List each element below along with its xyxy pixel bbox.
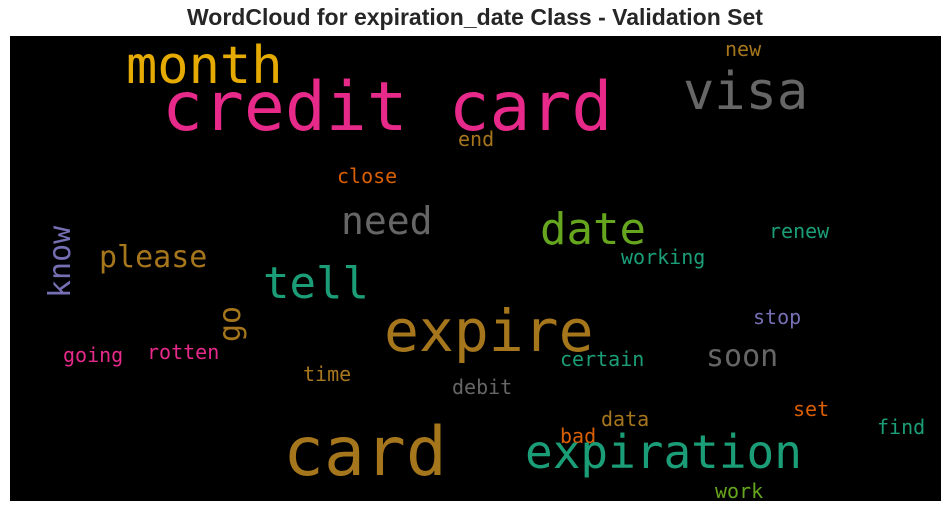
word-card: card [283, 413, 447, 492]
word-month: month [126, 36, 283, 96]
word-cloud-canvas: credit card month visa new end close nee… [10, 36, 941, 501]
word-renew: renew [769, 219, 830, 243]
word-certain: certain [560, 347, 645, 371]
word-bad: bad [560, 424, 597, 448]
word-find: find [877, 415, 926, 439]
word-know: know [43, 225, 78, 298]
word-close: close [337, 164, 398, 188]
word-new: new [725, 37, 762, 61]
word-go: go [213, 305, 248, 342]
word-rotten: rotten [147, 340, 220, 364]
word-end: end [458, 127, 495, 151]
word-tell: tell [263, 258, 369, 309]
word-credit-card: credit card [162, 68, 613, 147]
word-data: data [601, 407, 650, 431]
word-expiration: expiration [525, 425, 802, 479]
word-working: working [621, 245, 706, 269]
word-please: please [99, 240, 208, 275]
word-need: need [341, 199, 433, 243]
word-date: date [540, 204, 646, 255]
word-set: set [793, 397, 830, 421]
word-stop: stop [753, 305, 802, 329]
word-visa: visa [683, 62, 809, 122]
word-going: going [63, 343, 124, 367]
word-work: work [715, 479, 764, 501]
word-time: time [303, 362, 352, 386]
word-debit: debit [452, 375, 513, 399]
chart-title: WordCloud for expiration_date Class - Va… [187, 4, 763, 30]
word-soon: soon [706, 339, 779, 374]
word-expire: expire [384, 297, 594, 365]
